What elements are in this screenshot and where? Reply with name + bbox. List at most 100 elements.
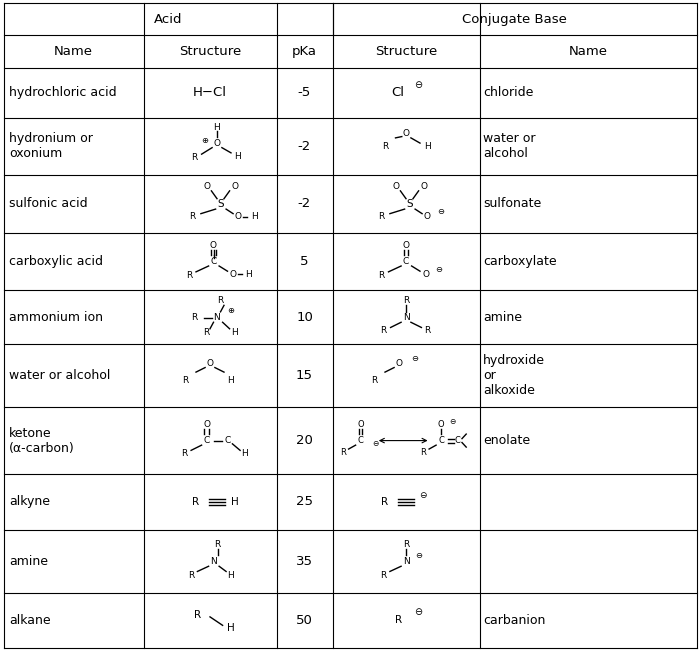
Text: R: R [194, 610, 201, 620]
Text: hydroxide
or
alkoxide: hydroxide or alkoxide [483, 354, 545, 397]
Text: S: S [406, 199, 413, 209]
Text: R: R [204, 328, 209, 337]
Text: carboxylic acid: carboxylic acid [9, 255, 103, 268]
Text: R: R [379, 271, 384, 281]
Text: Structure: Structure [179, 45, 241, 58]
Text: Name: Name [568, 45, 608, 58]
Text: R: R [188, 571, 194, 580]
Text: R: R [183, 376, 188, 385]
Text: Structure: Structure [375, 45, 437, 58]
Text: R: R [193, 497, 200, 507]
Text: ⊕: ⊕ [202, 136, 209, 145]
Text: 15: 15 [296, 369, 313, 382]
Text: H: H [234, 152, 241, 161]
Text: hydronium or
oxonium: hydronium or oxonium [9, 132, 93, 160]
Text: H: H [228, 376, 234, 385]
Text: ⊖: ⊖ [435, 265, 442, 274]
Text: O: O [438, 421, 444, 430]
Text: R: R [424, 326, 430, 335]
Text: R: R [381, 326, 386, 335]
Text: -2: -2 [298, 197, 311, 210]
Text: Cl: Cl [391, 86, 404, 99]
Text: amine: amine [483, 311, 522, 324]
Text: ⊖: ⊖ [437, 207, 444, 216]
Text: C: C [403, 257, 409, 266]
Text: ⊖: ⊖ [414, 607, 423, 617]
Text: 5: 5 [300, 255, 309, 268]
Text: H: H [231, 328, 238, 337]
Text: R: R [421, 448, 426, 457]
Text: 20: 20 [296, 434, 313, 447]
Text: ⊖: ⊖ [415, 551, 422, 561]
Text: 50: 50 [296, 614, 313, 627]
Text: R: R [403, 540, 409, 549]
Text: O: O [230, 270, 237, 279]
Text: alkyne: alkyne [9, 495, 50, 508]
Text: C: C [358, 436, 363, 445]
Text: O: O [214, 139, 220, 148]
Text: R: R [382, 497, 388, 507]
Text: O: O [234, 212, 241, 221]
Text: O: O [402, 241, 409, 250]
Text: O: O [206, 359, 214, 368]
Text: O: O [357, 421, 364, 430]
Text: C: C [225, 436, 230, 445]
Text: R: R [186, 271, 192, 281]
Text: R: R [192, 312, 197, 322]
Text: H: H [227, 623, 235, 633]
Text: pKa: pKa [292, 45, 317, 58]
Text: ⊖: ⊖ [419, 491, 426, 500]
Text: water or
alcohol: water or alcohol [483, 132, 536, 160]
Text: O: O [203, 420, 210, 429]
Text: O: O [210, 241, 217, 250]
Text: Conjugate Base: Conjugate Base [462, 13, 567, 26]
Text: alkane: alkane [9, 614, 50, 627]
Text: S: S [217, 199, 224, 209]
Text: N: N [402, 312, 409, 322]
Text: R: R [340, 448, 346, 457]
Text: R: R [382, 142, 388, 151]
Text: ammonium ion: ammonium ion [9, 311, 103, 324]
Text: O: O [231, 182, 238, 191]
Text: O: O [422, 270, 429, 279]
Text: N: N [402, 557, 409, 566]
Text: C: C [455, 436, 461, 445]
Text: O: O [402, 129, 409, 138]
Text: sulfonic acid: sulfonic acid [9, 197, 88, 210]
Text: H: H [251, 212, 258, 221]
Text: H: H [424, 142, 430, 151]
Text: O: O [420, 182, 427, 191]
Text: H−Cl: H−Cl [193, 86, 227, 99]
Text: O: O [424, 212, 430, 221]
Text: O: O [392, 182, 399, 191]
Text: R: R [381, 571, 386, 580]
Text: 35: 35 [296, 555, 313, 568]
Text: O: O [395, 359, 402, 368]
Text: amine: amine [9, 555, 48, 568]
Text: H: H [241, 449, 248, 458]
Text: -2: -2 [298, 140, 311, 153]
Text: R: R [181, 449, 187, 458]
Text: C: C [438, 436, 444, 445]
Text: R: R [372, 376, 377, 385]
Text: ⊖: ⊖ [414, 80, 423, 90]
Text: C: C [204, 436, 209, 445]
Text: R: R [403, 296, 409, 305]
Text: ⊕: ⊕ [228, 306, 234, 315]
Text: R: R [379, 212, 384, 221]
Text: R: R [190, 212, 195, 221]
Text: R: R [192, 153, 197, 162]
Text: ⊖: ⊖ [372, 439, 379, 449]
Text: R: R [395, 615, 402, 625]
Text: ketone
(α-carbon): ketone (α-carbon) [9, 426, 75, 454]
Text: H: H [214, 123, 220, 132]
Text: 25: 25 [296, 495, 313, 508]
Text: H: H [228, 571, 234, 580]
Text: Name: Name [54, 45, 93, 58]
Text: C: C [211, 257, 216, 266]
Text: O: O [203, 182, 210, 191]
Text: 10: 10 [296, 311, 313, 324]
Text: H: H [230, 497, 239, 507]
Text: carbanion: carbanion [483, 614, 545, 627]
Text: R: R [214, 540, 220, 549]
